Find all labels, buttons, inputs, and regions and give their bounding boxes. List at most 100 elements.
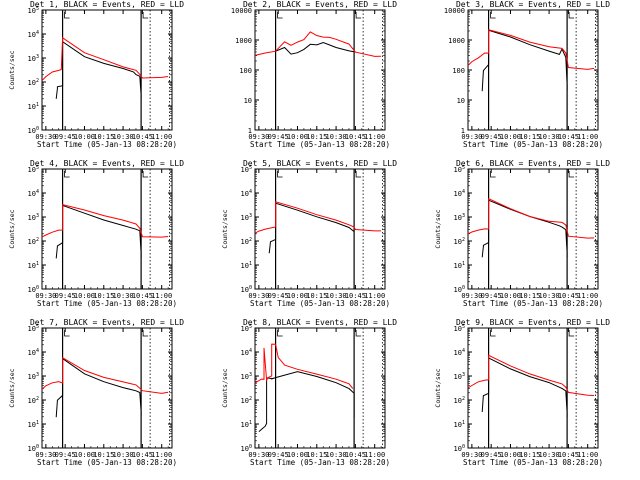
x-tick-label: 09:45: [481, 133, 502, 141]
interval-hook: [64, 12, 70, 19]
interval-hook: [490, 171, 496, 178]
chart-panel-7: Det 7, BLACK = Events, RED = LLD 100 101 10…: [8, 318, 184, 467]
y-tick-label: 101: [454, 261, 465, 270]
lld-series-line: [41, 203, 169, 238]
x-tick-label: 09:30: [35, 451, 56, 459]
y-tick-label: 100: [454, 444, 465, 453]
interval-hook: [277, 12, 283, 19]
y-axis-label: Counts/sec: [434, 368, 442, 407]
x-tick-label: 10:15: [306, 133, 327, 141]
chart-title: Det 9, BLACK = Events, RED = LLD: [456, 318, 610, 327]
x-tick-label: 09:45: [481, 292, 502, 300]
plot-frame: [41, 168, 173, 290]
y-tick-label: 102: [241, 237, 252, 246]
x-tick-label: 11:00: [151, 292, 172, 300]
chart-panel-5: Det 5, BLACK = Events, RED = LLD 100 101 10…: [221, 159, 397, 308]
y-tick-label: 103: [28, 54, 39, 63]
x-tick-label: 09:45: [268, 451, 289, 459]
interval-hook: [568, 12, 575, 19]
x-tick-label: 11:00: [151, 133, 172, 141]
x-tick-label: 10:00: [500, 292, 521, 300]
x-tick-label: 11:00: [151, 451, 172, 459]
interval-hook: [277, 330, 283, 337]
events-series-line: [55, 357, 142, 418]
y-tick-label: 1000: [448, 37, 465, 45]
lld-series-line: [254, 31, 382, 57]
y-tick-label: 101: [28, 420, 39, 429]
y-tick-label: 100: [241, 285, 252, 294]
chart-title: Det 6, BLACK = Events, RED = LLD: [456, 159, 610, 168]
chart-title: Det 3, BLACK = Events, RED = LLD: [456, 0, 610, 9]
y-tick-label: 10: [457, 97, 465, 105]
x-tick-label: 10:45: [132, 292, 153, 300]
x-tick-label: 10:30: [113, 451, 134, 459]
x-tick-label: 11:00: [577, 133, 598, 141]
events-series-line: [55, 40, 142, 99]
x-tick-label: 09:30: [35, 292, 56, 300]
x-axis-label: Start Time (05-Jan-13 08:28:20): [250, 140, 390, 149]
y-tick-label: 103: [241, 213, 252, 222]
y-tick-label: 104: [241, 348, 252, 357]
y-tick-label: 102: [28, 78, 39, 87]
x-tick-label: 10:15: [306, 451, 327, 459]
x-tick-label: 09:30: [248, 451, 269, 459]
x-tick-label: 10:00: [287, 451, 308, 459]
chart-title: Det 7, BLACK = Events, RED = LLD: [30, 318, 184, 327]
y-tick-label: 105: [28, 165, 39, 174]
y-tick-label: 105: [28, 6, 39, 15]
interval-hook: [490, 330, 496, 337]
interval-hook: [142, 12, 149, 19]
x-tick-label: 10:15: [519, 451, 540, 459]
events-series-line: [55, 204, 142, 259]
y-tick-label: 105: [241, 324, 252, 333]
interval-hook: [64, 171, 70, 178]
x-tick-label: 10:00: [287, 133, 308, 141]
y-tick-label: 104: [28, 189, 39, 198]
x-tick-label: 10:45: [345, 292, 366, 300]
lld-series-line: [41, 356, 169, 394]
y-axis-label: Counts/sec: [434, 209, 442, 248]
y-axis-label: Counts/sec: [221, 209, 229, 248]
x-axis-label: Start Time (05-Jan-13 08:28:20): [463, 458, 603, 467]
y-tick-label: 100: [241, 444, 252, 453]
x-tick-label: 10:30: [539, 451, 560, 459]
plot-frame: [254, 327, 386, 449]
x-tick-label: 10:00: [500, 451, 521, 459]
x-tick-label: 09:30: [461, 451, 482, 459]
x-tick-label: 10:30: [326, 292, 347, 300]
chart-title: Det 5, BLACK = Events, RED = LLD: [243, 159, 397, 168]
plot-frame: [41, 327, 173, 449]
y-tick-label: 10000: [231, 7, 252, 15]
x-tick-label: 09:45: [55, 451, 76, 459]
y-tick-label: 1000: [235, 37, 252, 45]
y-axis-label: Counts/sec: [8, 209, 16, 248]
x-tick-label: 10:30: [539, 133, 560, 141]
x-axis-label: Start Time (05-Jan-13 08:28:20): [37, 458, 177, 467]
chart-title: Det 4, BLACK = Events, RED = LLD: [30, 159, 184, 168]
y-axis-label: Counts/sec: [221, 368, 229, 407]
y-tick-label: 104: [241, 189, 252, 198]
y-tick-label: 100: [28, 444, 39, 453]
y-tick-label: 101: [454, 420, 465, 429]
y-tick-label: 102: [28, 396, 39, 405]
events-series-line: [268, 202, 355, 254]
y-tick-label: 100: [452, 67, 465, 75]
chart-panel-9: Det 9, BLACK = Events, RED = LLD 100 101 10…: [434, 318, 610, 467]
y-tick-label: 105: [454, 165, 465, 174]
y-tick-label: 103: [454, 213, 465, 222]
x-tick-label: 09:45: [55, 292, 76, 300]
interval-hook: [568, 330, 575, 337]
y-tick-label: 105: [454, 324, 465, 333]
x-tick-label: 10:15: [93, 133, 114, 141]
x-tick-label: 10:45: [558, 133, 579, 141]
y-tick-label: 101: [28, 261, 39, 270]
x-tick-label: 09:45: [481, 451, 502, 459]
events-series-line: [275, 41, 355, 55]
x-tick-label: 10:15: [93, 451, 114, 459]
interval-hook: [355, 330, 362, 337]
chart-title: Det 2, BLACK = Events, RED = LLD: [243, 0, 397, 9]
y-tick-label: 105: [241, 165, 252, 174]
x-tick-label: 10:30: [539, 292, 560, 300]
x-tick-label: 10:45: [345, 451, 366, 459]
y-tick-label: 103: [454, 372, 465, 381]
